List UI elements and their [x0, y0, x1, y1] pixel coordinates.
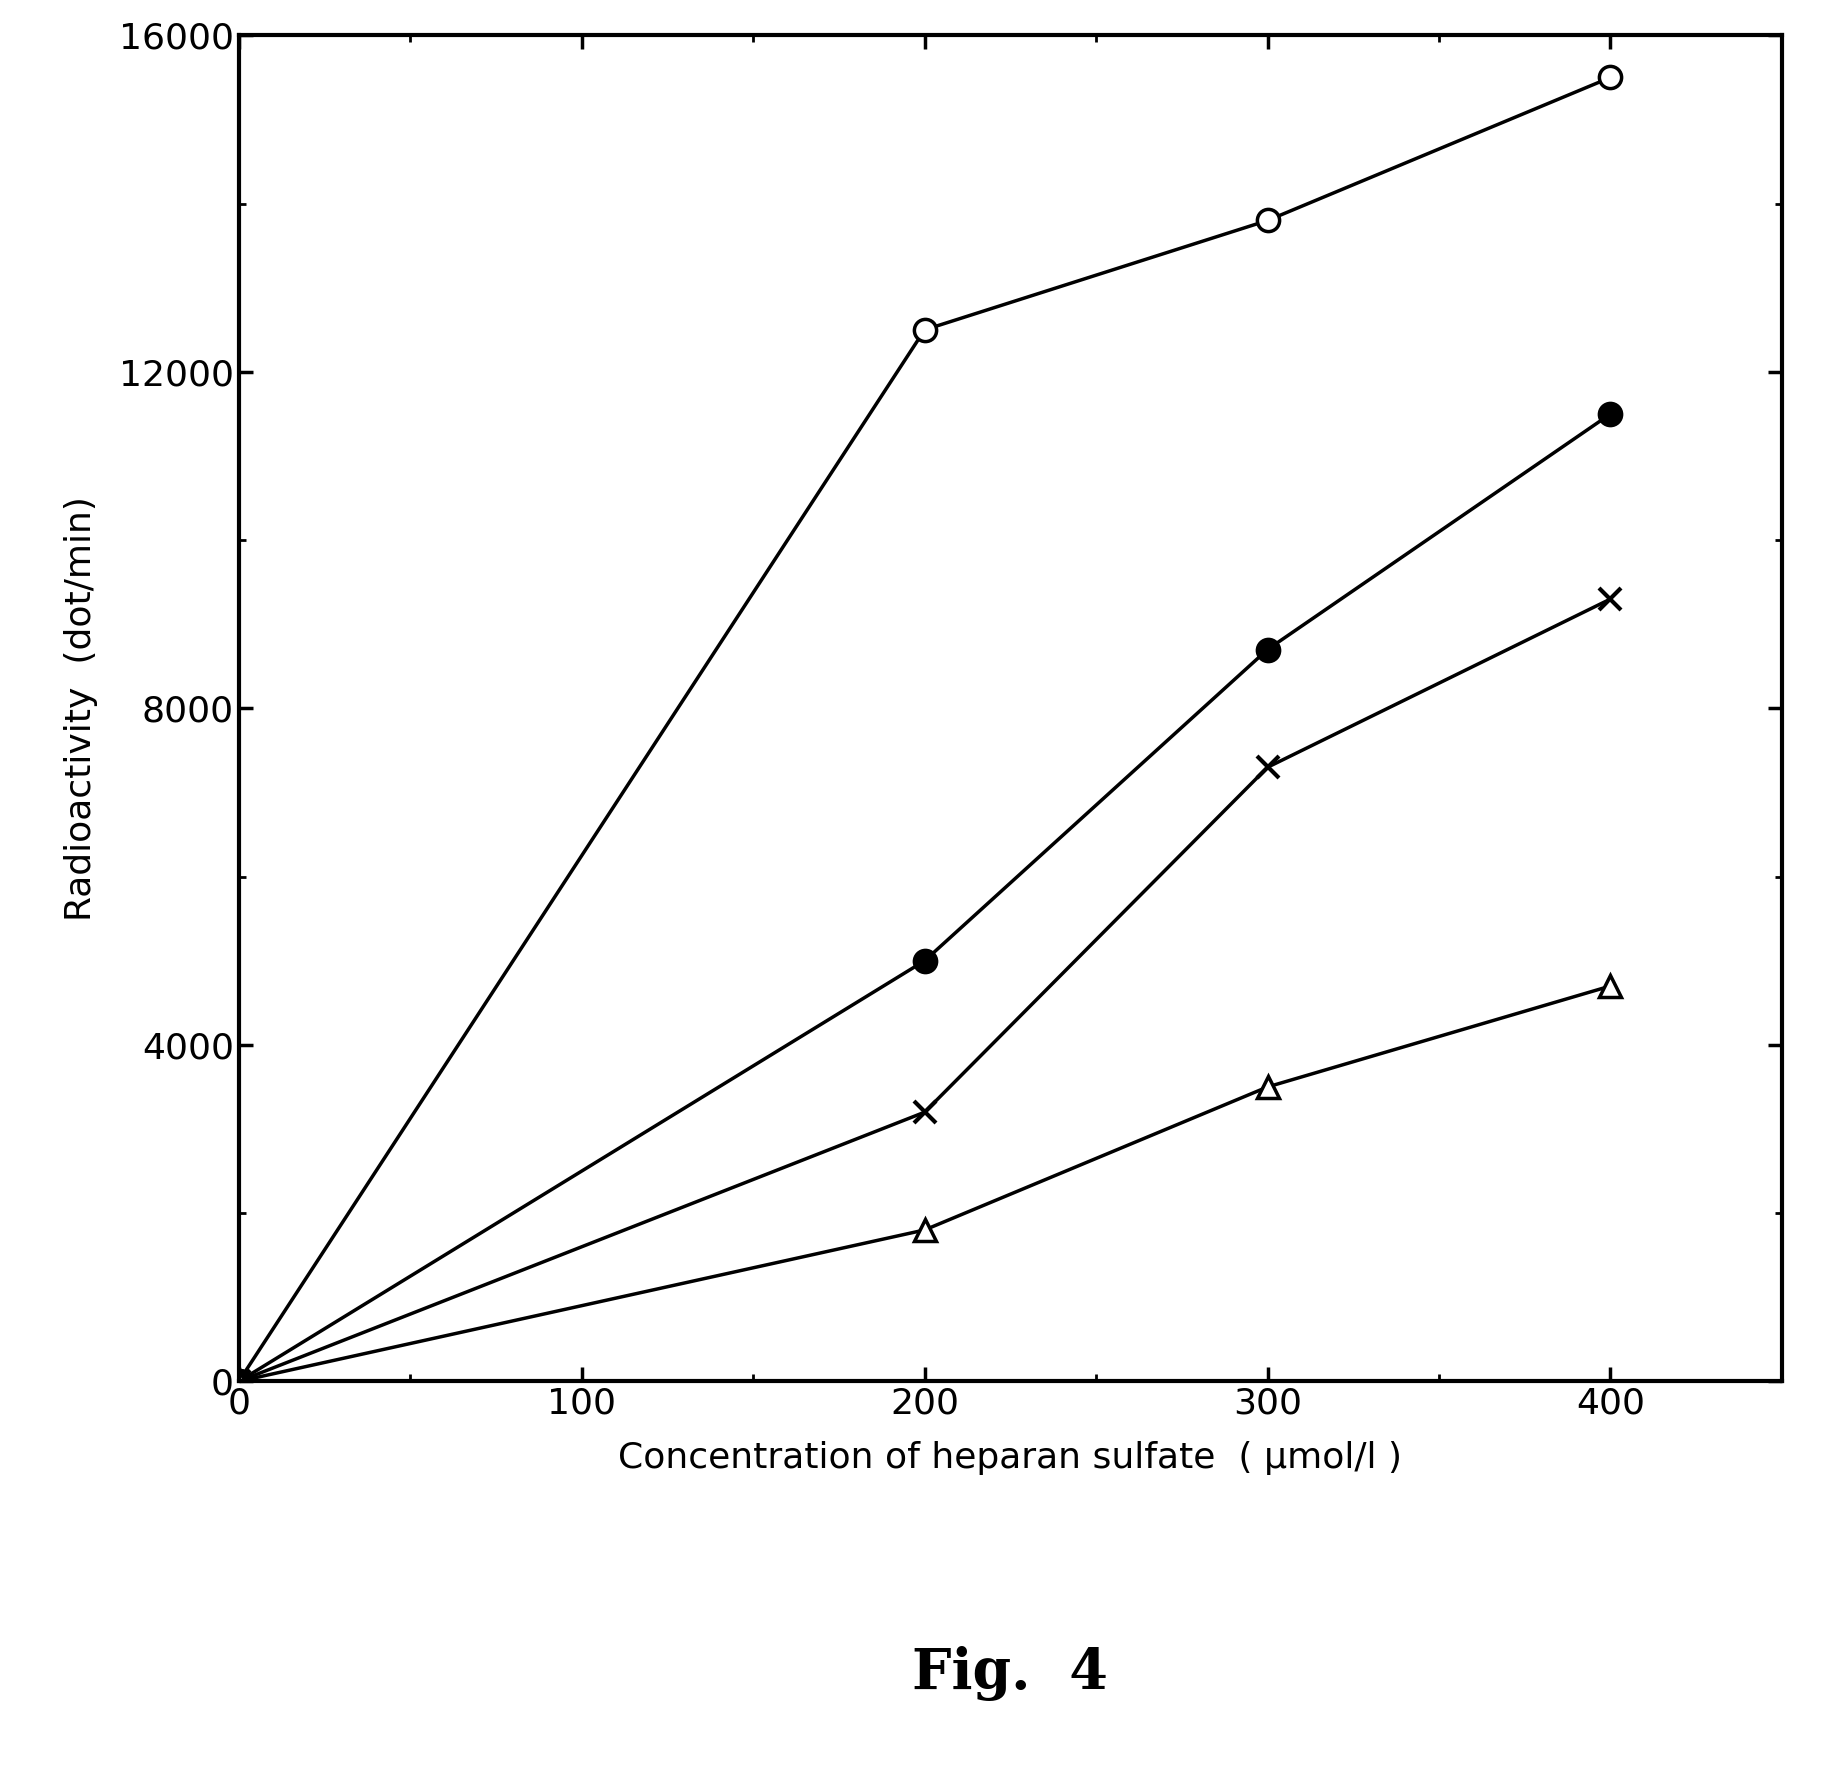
- X-axis label: Concentration of heparan sulfate  ( μmol/l ): Concentration of heparan sulfate ( μmol/…: [619, 1442, 1402, 1475]
- Y-axis label: Radioactivity  (dot/min): Radioactivity (dot/min): [64, 496, 97, 921]
- Text: Fig.  4: Fig. 4: [913, 1645, 1108, 1702]
